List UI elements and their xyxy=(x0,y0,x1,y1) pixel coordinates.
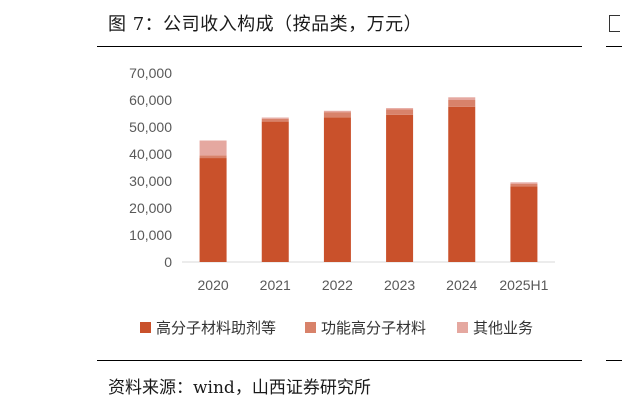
top-rule-edge xyxy=(606,46,622,47)
bar-segment-series-1-2024 xyxy=(448,106,476,262)
bar-segment-series-3-2020 xyxy=(199,140,227,156)
adjacent-figure-edge xyxy=(609,15,620,32)
figure-title: 图 7：公司收入构成（按品类，万元） xyxy=(108,14,423,35)
x-tick-label: 2023 xyxy=(384,277,415,293)
legend-label: 其他业务 xyxy=(473,319,534,337)
bar-segment-series-3-2024 xyxy=(448,97,476,100)
bar-chart: 0 10,000 20,000 30,000 40,000 50,000 60,000 70,… xyxy=(129,65,555,293)
legend-label: 高分子材料助剂等 xyxy=(156,319,277,337)
bar-segment-series-2-2020 xyxy=(199,155,227,159)
x-tick-label: 2022 xyxy=(322,277,353,293)
bar-segment-series-1-2022 xyxy=(323,117,351,262)
x-tick-label: 2024 xyxy=(446,277,477,293)
y-tick-label: 20,000 xyxy=(129,200,172,216)
y-tick-label: 0 xyxy=(164,254,172,270)
bottom-rule-edge xyxy=(606,360,622,361)
bottom-rule xyxy=(97,360,582,361)
legend-swatch xyxy=(305,322,316,333)
bar-segment-series-2-2024 xyxy=(448,100,476,107)
y-tick-label: 60,000 xyxy=(129,92,172,108)
legend-item: 其他业务 xyxy=(457,317,533,338)
legend-item: 高分子材料助剂等 xyxy=(140,317,276,338)
y-tick-label: 50,000 xyxy=(129,119,172,135)
y-tick-label: 30,000 xyxy=(129,173,172,189)
source-note: 资料来源：wind，山西证券研究所 xyxy=(108,378,371,398)
bar-segment-series-1-2023 xyxy=(386,114,414,262)
bar-segment-series-2-2025H1 xyxy=(510,183,538,187)
bar-segment-series-3-2021 xyxy=(261,117,289,119)
chart-legend: 高分子材料助剂等 功能高分子材料 其他业务 xyxy=(0,317,622,337)
legend-label: 功能高分子材料 xyxy=(321,319,427,337)
bar-segment-series-2-2022 xyxy=(323,112,351,118)
x-tick-label: 2025H1 xyxy=(499,277,548,293)
x-tick-label: 2020 xyxy=(198,277,229,293)
legend-swatch xyxy=(457,322,468,333)
legend-swatch xyxy=(140,322,151,333)
bar-segment-series-1-2025H1 xyxy=(510,186,538,262)
bar-segment-series-1-2020 xyxy=(199,158,227,262)
x-tick-label: 2021 xyxy=(260,277,291,293)
y-tick-label: 40,000 xyxy=(129,146,172,162)
bar-segment-series-1-2021 xyxy=(261,121,289,262)
bar-segment-series-3-2023 xyxy=(386,108,414,110)
top-rule xyxy=(97,46,582,47)
bar-segment-series-3-2025H1 xyxy=(510,182,538,184)
bar-segment-series-2-2021 xyxy=(261,118,289,122)
bar-segment-series-2-2023 xyxy=(386,109,414,115)
bar-segment-series-3-2022 xyxy=(323,110,351,113)
y-tick-label: 10,000 xyxy=(129,227,172,243)
legend-item: 功能高分子材料 xyxy=(305,317,426,338)
y-tick-label: 70,000 xyxy=(129,65,172,81)
